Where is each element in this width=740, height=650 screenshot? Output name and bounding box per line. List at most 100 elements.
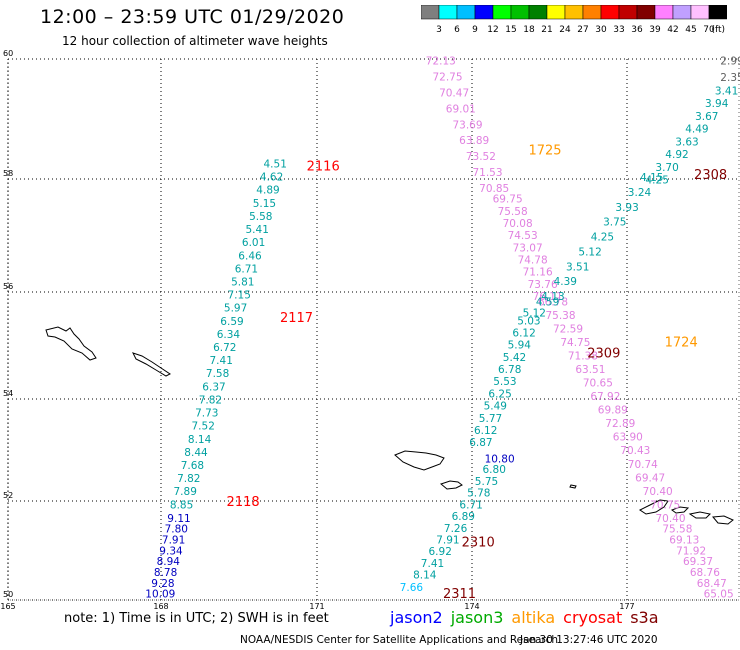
wave-height-value: 5.12 <box>523 307 546 319</box>
wave-height-value: 3.51 <box>566 261 589 273</box>
wave-height-value: 72.89 <box>605 418 635 430</box>
wave-height-value: 7.91 <box>436 535 459 547</box>
wave-height-value: 69.37 <box>683 556 713 568</box>
scale-tick-label: 21 <box>541 25 552 35</box>
wave-height-value: 75.58 <box>662 524 692 536</box>
wave-height-value: 73.76 <box>528 279 558 291</box>
color-scale-legend: 3 6 9 12 15 18 21 24 27 30 33 36 39 42 45 70(ft) <box>421 5 727 35</box>
satellite-legend-item: s3a <box>630 608 659 627</box>
wave-height-value: 4.25 <box>591 232 614 244</box>
wave-height-value: 6.46 <box>238 250 262 262</box>
wave-height-value: 3.93 <box>615 202 638 214</box>
wave-height-value: 70.43 <box>620 445 650 457</box>
scale-tick-label: 39 <box>649 25 661 35</box>
map-subtitle: 12 hour collection of altimeter wave hei… <box>62 34 328 48</box>
scale-tick-label: 30 <box>595 25 607 35</box>
wave-height-value: 74.75 <box>560 337 590 349</box>
wave-height-value: 7.26 <box>444 523 468 535</box>
map-frame <box>7 58 740 601</box>
wave-height-value: 7.80 <box>165 524 188 536</box>
lon-tick-label: 171 <box>309 602 324 611</box>
wave-height-value: 8.78 <box>154 567 177 579</box>
wave-height-value: 8.14 <box>413 570 437 582</box>
wave-height-value: 7.68 <box>181 460 204 472</box>
scale-tick-label: 24 <box>559 25 571 35</box>
pass-label: 1725 <box>528 144 561 159</box>
scale-tick-label: 18 <box>523 25 535 35</box>
generated-timestamp: Jan 30 13:27:46 UTC 2020 <box>520 634 658 646</box>
wave-height-value: 70.74 <box>628 459 658 471</box>
wave-height-value: 75.38 <box>545 310 575 322</box>
wave-height-value: 8.44 <box>184 447 208 459</box>
wave-height-value: 65.05 <box>704 589 734 601</box>
wave-height-value: 67.92 <box>590 391 620 403</box>
wave-height-value: 68.76 <box>690 567 720 579</box>
wave-height-value: 4.51 <box>264 159 287 171</box>
wave-height-value: 70.65 <box>583 378 613 390</box>
wave-height-value: 6.12 <box>512 328 535 340</box>
map-title: 12:00 – 23:59 UTC 01/29/2020 <box>40 6 345 28</box>
credit-line: NOAA/NESDIS Center for Satellite Applica… <box>240 634 558 646</box>
lat-tick-label: 50 <box>3 590 13 599</box>
wave-height-value: 69.75 <box>493 194 523 206</box>
wave-height-value: 9.28 <box>151 578 174 590</box>
wave-height-value: 72.13 <box>426 56 456 68</box>
scale-tick-label: 36 <box>631 25 643 35</box>
lon-tick-label: 177 <box>619 602 634 611</box>
pass-label: 1724 <box>665 336 698 351</box>
wave-height-value: 71.92 <box>676 545 706 557</box>
pass-label: 2310 <box>462 536 495 551</box>
wave-height-value: 7.58 <box>206 368 229 380</box>
wave-height-value: 5.15 <box>253 198 276 210</box>
wave-height-value: 70.40 <box>643 486 673 498</box>
wave-height-value: 10.80 <box>485 453 515 465</box>
wave-height-value: 5.75 <box>475 476 498 488</box>
lon-tick-label: 165 <box>0 602 15 611</box>
wave-height-value: 5.77 <box>479 413 502 425</box>
wave-height-value: 4.59 <box>536 296 559 308</box>
scale-tick-label: 6 <box>454 25 460 35</box>
wave-height-value: 73.52 <box>466 151 496 163</box>
pass-label: 2116 <box>307 160 340 175</box>
scale-unit-label: (ft) <box>711 25 725 35</box>
wave-height-value: 68.47 <box>697 578 727 590</box>
wave-height-value: 74.78 <box>518 255 548 267</box>
wave-height-value: 6.92 <box>429 546 452 558</box>
wave-height-value: 9.34 <box>159 545 183 557</box>
wave-height-value: 6.37 <box>202 381 225 393</box>
wave-height-value: 9.11 <box>167 513 190 525</box>
wave-height-value: 10.09 <box>145 589 175 601</box>
wave-height-value: 70.08 <box>503 218 533 230</box>
wave-height-value: 2.35 <box>720 72 740 84</box>
wave-height-value: 5.42 <box>503 352 526 364</box>
wave-height-value: 63.90 <box>613 432 643 444</box>
satellite-legend-item: altika <box>511 608 556 627</box>
wave-height-value: 70.85 <box>479 183 509 195</box>
wave-height-value: 6.78 <box>498 364 521 376</box>
lat-tick-label: 52 <box>3 491 13 500</box>
lon-tick-label: 168 <box>153 602 168 611</box>
wave-height-value: 63.89 <box>459 135 489 147</box>
wave-height-value: 4.13 <box>541 291 564 303</box>
wave-height-value: 5.58 <box>249 211 272 223</box>
wave-height-value: 3.67 <box>695 111 718 123</box>
satellite-legend-item: jason2 <box>390 608 443 627</box>
wave-height-value: 5.49 <box>484 401 507 413</box>
wave-height-value: 72.75 <box>432 72 462 84</box>
lat-tick-label: 56 <box>3 282 13 291</box>
pass-label: 2117 <box>280 311 313 326</box>
wave-height-value: 5.94 <box>508 340 532 352</box>
wave-height-value: 66.78 <box>538 296 568 308</box>
wave-height-value: 73.07 <box>513 242 543 254</box>
pass-labels: 2116211721181725230817242309231023111723… <box>227 144 728 603</box>
island-outline <box>394 450 445 471</box>
wave-height-value: 7.91 <box>162 535 185 547</box>
wave-height-value: 6.71 <box>459 499 482 511</box>
island-outline <box>45 326 97 361</box>
wave-height-value: 8.94 <box>157 556 181 568</box>
scale-tick-label: 15 <box>505 25 516 35</box>
scale-swatch <box>708 5 727 20</box>
wave-height-value: 8.14 <box>188 434 212 446</box>
wave-height-value: 71.16 <box>523 267 553 279</box>
